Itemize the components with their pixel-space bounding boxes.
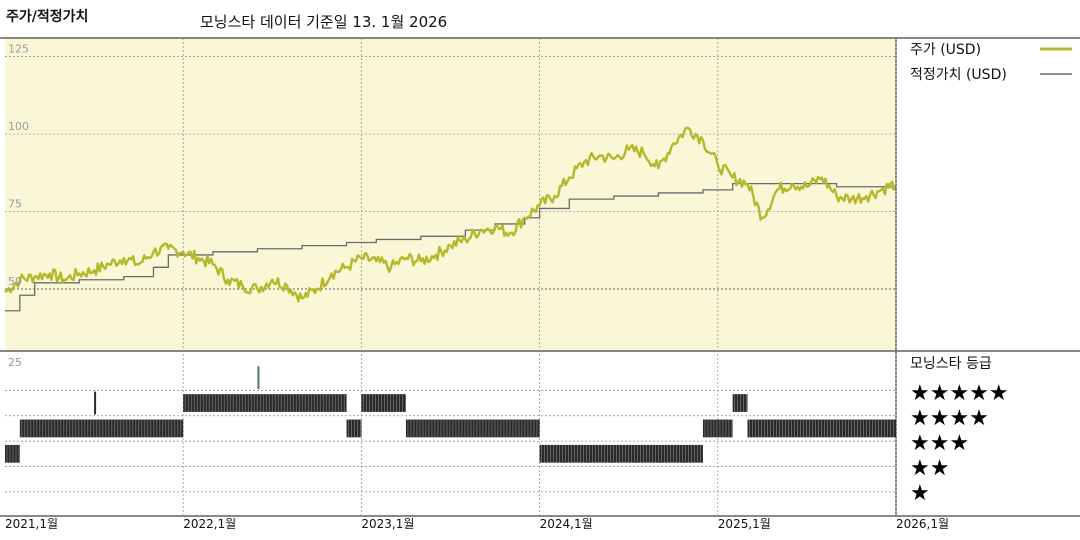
rating-bar-2-star <box>539 444 703 463</box>
rating-bar <box>702 419 733 438</box>
y-tick-label: 75 <box>8 198 22 211</box>
price-line <box>4 126 896 303</box>
chart-subtitle: 모닝스타 데이터 기준일 13. 1월 2026 <box>200 13 448 31</box>
rating-bar-4-star <box>94 391 97 415</box>
rating-bar <box>346 419 362 438</box>
rating-bar-3-star <box>747 419 896 438</box>
rating-bar-2-star <box>5 444 20 463</box>
y-tick-label: 125 <box>8 43 29 56</box>
legend-rating-title: 모닝스타 등급 <box>910 356 992 372</box>
rating-axis-tick: 25 <box>8 356 22 369</box>
rating-spike <box>94 391 97 415</box>
rating-bar <box>5 444 20 463</box>
rating-bar <box>183 394 347 412</box>
legend-rating-2-star: ★★ <box>910 456 949 481</box>
y-tick-label: 100 <box>8 120 29 133</box>
x-tick-label: 2025,1월 <box>718 517 771 531</box>
rating-bar-3-star <box>702 419 733 438</box>
rating-bar <box>361 394 406 412</box>
rating-spike <box>257 366 260 390</box>
x-tick-label: 2022,1월 <box>183 517 236 531</box>
x-tick-label: 2023,1월 <box>361 517 414 531</box>
rating-bar-3-star <box>19 419 184 438</box>
rating-bar <box>539 444 703 463</box>
chart-title: 주가/적정가치 <box>6 9 89 25</box>
x-tick-label: 2026,1월 <box>896 517 949 531</box>
rating-bar <box>747 419 896 438</box>
rating-bar-4-star <box>183 394 347 412</box>
rating-bar <box>405 419 540 438</box>
legend-fair-label: 적정가치 (USD) <box>910 67 1007 83</box>
y-tick-label: 50 <box>8 275 22 288</box>
legend-rating-3-star: ★★★ <box>910 431 969 456</box>
legend-rating-5-star: ★★★★★ <box>910 381 1009 406</box>
legend-rating-1-star: ★ <box>910 481 930 506</box>
rating-bar <box>19 419 184 438</box>
legend-price-label: 주가 (USD) <box>910 42 981 58</box>
rating-bar-4-star <box>361 394 406 412</box>
price-plot-area <box>5 38 896 351</box>
rating-bar-4-star <box>732 394 748 412</box>
rating-bar-3-star <box>405 419 540 438</box>
fair-value-line <box>5 183 896 312</box>
rating-bar <box>732 394 748 412</box>
rating-bar-5-star <box>257 366 260 390</box>
x-tick-label: 2021,1월 <box>5 517 58 531</box>
x-tick-label: 2024,1월 <box>540 517 593 531</box>
rating-bar-3-star <box>346 419 362 438</box>
legend-rating-4-star: ★★★★ <box>910 406 989 431</box>
